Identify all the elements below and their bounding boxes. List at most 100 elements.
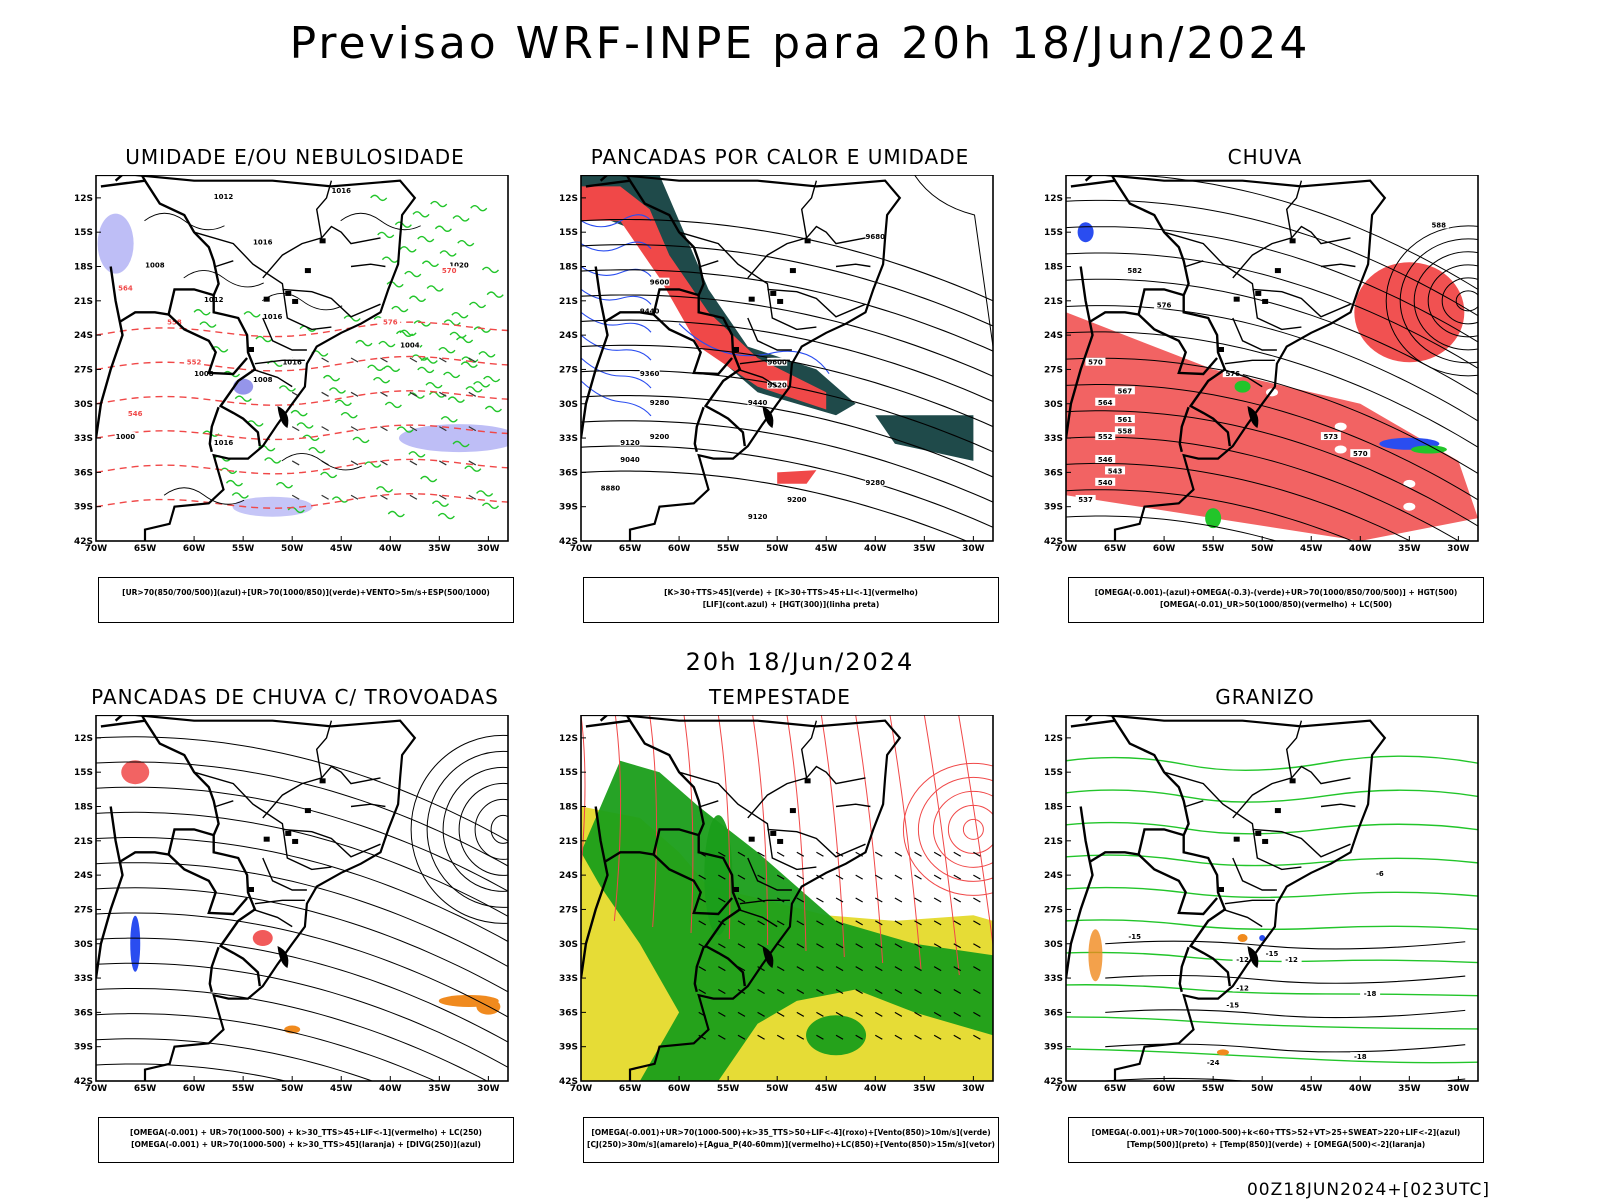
contour-label-bg bbox=[1320, 432, 1341, 441]
humidity-contour bbox=[399, 329, 417, 337]
country-border bbox=[1137, 313, 1219, 376]
lat-tick-label: 15S bbox=[74, 228, 93, 238]
contour-label-bg bbox=[1222, 1000, 1243, 1009]
lon-tick-label: 60W bbox=[183, 1084, 206, 1094]
omega-orange bbox=[1216, 1049, 1229, 1056]
contour-label-bg bbox=[1154, 300, 1175, 309]
lake bbox=[1255, 290, 1262, 296]
lon-tick-label: 40W bbox=[1349, 1084, 1372, 1094]
streamline-850 bbox=[923, 715, 960, 976]
wind-vector bbox=[321, 357, 329, 363]
country-border bbox=[693, 946, 705, 993]
wind-vector bbox=[914, 920, 922, 926]
state-border bbox=[700, 260, 719, 268]
humidity-contour bbox=[355, 339, 373, 347]
state-border bbox=[1232, 857, 1277, 891]
contour-label: -15 bbox=[1226, 1002, 1239, 1010]
lon-tick-label: 45W bbox=[1300, 544, 1323, 554]
streamline-850 bbox=[820, 715, 845, 958]
contour-label-bg bbox=[639, 369, 660, 378]
contour-label: 9440 bbox=[640, 307, 660, 315]
wind-vector bbox=[914, 966, 922, 972]
country-border bbox=[581, 266, 609, 439]
streamline-250 bbox=[96, 811, 508, 917]
legend-line: [OMEGA(-0.001)+UR>70(1000-500)+k>35_TTS>… bbox=[591, 1128, 991, 1137]
wind-vector bbox=[874, 920, 883, 926]
lon-tick-label: 65W bbox=[619, 1084, 642, 1094]
lake bbox=[263, 836, 270, 842]
wind-vector bbox=[796, 874, 805, 880]
humidity-contour bbox=[275, 481, 294, 489]
wind-vector bbox=[291, 426, 300, 432]
country-border bbox=[100, 179, 261, 447]
contour-label-bg bbox=[1095, 477, 1116, 486]
wind-vector bbox=[468, 357, 477, 363]
wind-vector bbox=[953, 1034, 962, 1040]
humidity-contour bbox=[334, 399, 352, 407]
lat-tick-label: 39S bbox=[559, 1043, 578, 1053]
wind-vector bbox=[973, 966, 981, 972]
state-border bbox=[1320, 803, 1356, 808]
lat-tick-label: 33S bbox=[1044, 974, 1063, 984]
lon-tick-label: 70W bbox=[85, 544, 108, 554]
humidity-contour bbox=[404, 270, 422, 278]
hgt500-contour bbox=[1066, 515, 1278, 541]
humidity-contour bbox=[443, 371, 461, 379]
humidity-contour bbox=[430, 200, 448, 208]
streamline-250 bbox=[474, 798, 508, 860]
legend-umidade: [UR>70(850/700/500)](azul)+[UR>70(1000/8… bbox=[98, 577, 514, 623]
humidity-contour bbox=[231, 492, 249, 499]
contour-label-bg bbox=[865, 231, 886, 240]
lat-tick-label: 36S bbox=[74, 468, 93, 478]
humidity-contour bbox=[320, 471, 338, 479]
wind-vector bbox=[973, 988, 981, 995]
lagoa-dos-patos bbox=[277, 406, 289, 429]
lat-tick-label: 21S bbox=[74, 297, 93, 307]
humidity-contour bbox=[255, 335, 273, 343]
lon-tick-label: 40W bbox=[1349, 544, 1372, 554]
contour-label-bg bbox=[1232, 983, 1253, 992]
wind-vector bbox=[953, 897, 962, 903]
lat-tick-label: 33S bbox=[74, 434, 93, 444]
contour-label-bg bbox=[439, 266, 460, 275]
wind-vector bbox=[816, 1011, 824, 1017]
state-border bbox=[252, 368, 293, 388]
state-border bbox=[262, 317, 307, 351]
humidity-contour bbox=[460, 361, 478, 368]
wind-vector bbox=[855, 920, 863, 926]
contour-label-bg bbox=[747, 397, 768, 406]
contour-label: 561 bbox=[1118, 416, 1133, 424]
contour-label-bg bbox=[1360, 989, 1381, 998]
wind-vector bbox=[874, 988, 883, 995]
wind-vector bbox=[718, 966, 726, 972]
contour-label: 546 bbox=[1098, 456, 1113, 464]
lat-tick-label: 12S bbox=[559, 194, 578, 204]
state-border bbox=[1285, 720, 1303, 779]
streamline-850 bbox=[932, 790, 993, 868]
hgt500-contour bbox=[1413, 251, 1478, 351]
pressure-contour bbox=[261, 292, 343, 311]
lon-tick-label: 50W bbox=[281, 544, 304, 554]
map-content: -6 -15 -12 -12 -15 -18 -24 -18 -12 -15 bbox=[1066, 715, 1478, 1081]
contour-label-bg bbox=[282, 357, 303, 366]
contour-label: 1012 bbox=[214, 193, 234, 201]
lagoa-dos-patos bbox=[762, 946, 774, 969]
humidity-contour bbox=[470, 204, 488, 212]
panel-trovoadas: PANCADAS DE CHUVA C/ TROVOADAS 12S 15S 18S… bbox=[70, 685, 520, 1185]
state-border bbox=[1252, 288, 1351, 318]
temp500-contour bbox=[1105, 940, 1466, 950]
streamline-250 bbox=[96, 837, 508, 942]
coastline bbox=[581, 175, 902, 541]
lake bbox=[319, 238, 326, 244]
wind-vector bbox=[816, 966, 824, 972]
contour-label-bg bbox=[184, 357, 205, 366]
state-border bbox=[193, 231, 332, 331]
lon-tick-label: 30W bbox=[477, 1084, 500, 1094]
humidity-contour bbox=[264, 457, 282, 464]
humidity-contour bbox=[473, 326, 491, 333]
lif-contour bbox=[581, 357, 652, 389]
panel-title: TEMPESTADE bbox=[709, 685, 851, 709]
temp850-contour bbox=[1066, 1048, 1478, 1064]
hgt500-contour bbox=[1066, 489, 1354, 541]
humidity-contour bbox=[243, 311, 261, 318]
